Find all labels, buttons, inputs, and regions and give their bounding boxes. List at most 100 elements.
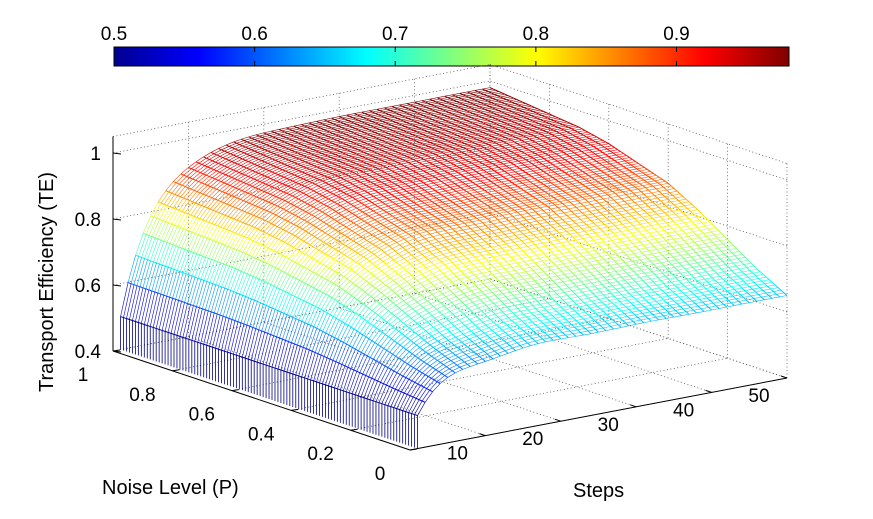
surface-line — [373, 116, 377, 120]
surface-line — [480, 145, 485, 149]
surface-line — [360, 170, 364, 173]
surface-line — [392, 230, 396, 234]
surface-line — [269, 264, 273, 267]
surface-line — [693, 277, 698, 281]
surface-line — [256, 216, 260, 219]
surface-line — [426, 106, 430, 110]
surface-line — [481, 107, 486, 110]
surface-line — [503, 209, 508, 213]
surface-line — [516, 117, 520, 121]
surface-line — [526, 299, 531, 303]
surface-line — [261, 189, 265, 193]
surface-line — [655, 316, 660, 321]
surface-line — [341, 127, 346, 130]
surface-line — [537, 108, 541, 111]
surface-line — [361, 202, 365, 206]
surface-line — [364, 132, 368, 135]
surface-line — [587, 154, 591, 158]
surface-line — [479, 236, 483, 240]
surface-line — [556, 275, 561, 280]
surface-line — [416, 217, 420, 221]
surface-line — [287, 153, 291, 156]
surface-line — [289, 194, 293, 197]
surface-line — [631, 311, 636, 316]
surface-line — [596, 242, 601, 247]
surface-line — [371, 202, 376, 205]
surface-line — [502, 135, 506, 139]
surface-line — [442, 293, 446, 298]
surface-line — [555, 116, 559, 119]
surface-line — [509, 309, 514, 314]
surface-line — [337, 272, 342, 276]
surface-line — [526, 108, 531, 111]
surface-line — [510, 105, 514, 109]
surface-line — [466, 138, 470, 142]
surface-line — [305, 131, 310, 134]
surface-line — [478, 269, 483, 274]
surface-line — [252, 326, 256, 330]
surface-line — [249, 168, 253, 172]
surface-line — [393, 370, 398, 374]
surface-line — [469, 130, 473, 134]
surface-line — [512, 126, 517, 129]
surface-line — [608, 237, 613, 241]
surface-line — [441, 168, 445, 172]
surface-line — [504, 103, 508, 106]
surface-line — [266, 262, 270, 266]
surface-line — [544, 332, 548, 336]
surface-line — [642, 185, 646, 189]
surface-line — [338, 116, 343, 119]
surface-line — [236, 219, 241, 222]
surface-line — [526, 264, 531, 268]
surface-line — [648, 250, 653, 255]
surface-line — [384, 161, 388, 164]
surface-line — [700, 292, 705, 296]
surface-line — [351, 230, 356, 234]
surface-line — [487, 260, 492, 265]
surface-line — [643, 193, 648, 198]
surface-line — [348, 247, 353, 250]
surface-line — [611, 206, 616, 210]
surface-line — [405, 231, 410, 235]
surface-line — [239, 157, 243, 160]
surface-line — [479, 96, 483, 99]
surface-line — [295, 214, 299, 218]
surface-line — [473, 147, 477, 150]
surface-line — [219, 155, 224, 159]
surface-line — [411, 274, 415, 279]
surface-line — [463, 109, 468, 112]
surface-line — [272, 158, 276, 161]
surface-line — [529, 109, 534, 112]
surface-line — [257, 151, 261, 155]
surface-line — [673, 221, 678, 225]
surface-line — [398, 307, 403, 311]
surface-line — [221, 149, 225, 152]
surface-line — [470, 213, 475, 217]
surface-line — [469, 167, 474, 171]
surface-line — [532, 129, 536, 133]
surface-line — [297, 237, 302, 240]
surface-line — [160, 293, 164, 296]
surface-line — [488, 289, 493, 293]
surface-line — [714, 279, 719, 284]
surface-line — [370, 323, 374, 327]
surface-line — [622, 191, 627, 195]
surface-line — [377, 314, 382, 318]
surface-line — [539, 194, 544, 198]
surface-line — [578, 260, 582, 265]
surface-line — [276, 154, 280, 157]
surface-line — [704, 261, 709, 265]
surface-line — [426, 248, 430, 253]
surface-line — [301, 320, 306, 324]
surface-line — [533, 315, 538, 319]
surface-line — [456, 144, 461, 147]
surface-line — [317, 237, 321, 241]
surface-line — [485, 123, 490, 127]
surface-line — [385, 243, 390, 247]
surface-line — [460, 213, 464, 217]
surface-line — [490, 319, 494, 323]
surface-line — [193, 215, 198, 219]
surface-line — [381, 249, 385, 253]
surface-line — [242, 158, 246, 161]
surface-line — [329, 141, 333, 144]
